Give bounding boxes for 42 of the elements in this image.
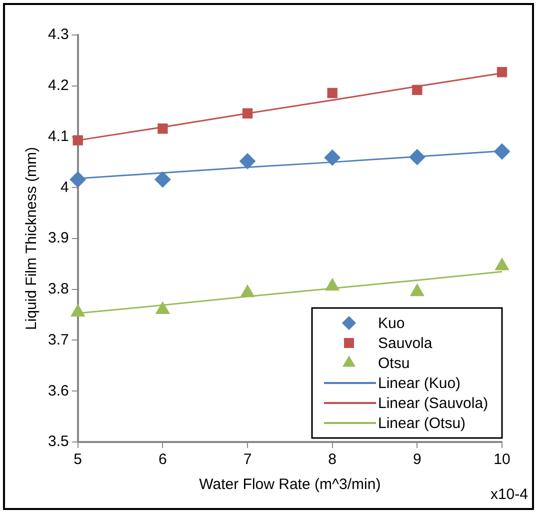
y-axis-title: Liquid Film Thickness (mm) bbox=[23, 146, 40, 330]
point bbox=[327, 88, 338, 98]
point bbox=[409, 149, 426, 166]
x-tick-label: 5 bbox=[74, 451, 82, 468]
y-tick-label: 4.2 bbox=[48, 77, 69, 94]
x-tick-label: 7 bbox=[243, 451, 252, 468]
point bbox=[494, 144, 510, 160]
y-tick-label: 3.9 bbox=[48, 230, 69, 247]
point bbox=[154, 171, 171, 188]
point bbox=[240, 284, 255, 298]
point bbox=[70, 304, 85, 317]
point bbox=[410, 284, 424, 296]
point bbox=[156, 302, 170, 314]
x-tick-label: 6 bbox=[158, 451, 167, 468]
y-tick-label: 3.5 bbox=[48, 433, 69, 450]
x-tick-label: 9 bbox=[413, 451, 422, 468]
point bbox=[70, 171, 86, 188]
x-tick-label: 10 bbox=[494, 451, 510, 468]
y-tick-label: 4.3 bbox=[48, 26, 69, 44]
y-tick-label: 4 bbox=[60, 178, 69, 196]
legend-label: Sauvola bbox=[378, 335, 433, 352]
y-tick-label: 3.8 bbox=[48, 280, 69, 298]
y-tick-label: 3.6 bbox=[48, 382, 69, 400]
point bbox=[240, 153, 256, 170]
legend-label: Kuo bbox=[378, 315, 405, 332]
y-tick-label: 3.7 bbox=[48, 331, 69, 348]
legend-label: Linear (Otsu) bbox=[378, 415, 466, 432]
legend-label: Otsu bbox=[378, 355, 410, 372]
point bbox=[412, 84, 422, 96]
point bbox=[495, 258, 509, 270]
legend-label: Linear (Kuo) bbox=[378, 375, 461, 392]
legend-label: Linear (Sauvola) bbox=[378, 395, 488, 412]
point bbox=[496, 67, 508, 78]
point bbox=[158, 124, 168, 134]
point bbox=[324, 150, 340, 166]
text: x10-4 bbox=[490, 486, 528, 503]
x-axis-title: Water Flow Rate (m^3/min) bbox=[199, 476, 381, 494]
point bbox=[325, 278, 340, 291]
point bbox=[242, 108, 253, 118]
point bbox=[72, 135, 83, 146]
x-tick-label: 8 bbox=[328, 451, 337, 468]
y-tick-label: 4.1 bbox=[48, 128, 69, 145]
